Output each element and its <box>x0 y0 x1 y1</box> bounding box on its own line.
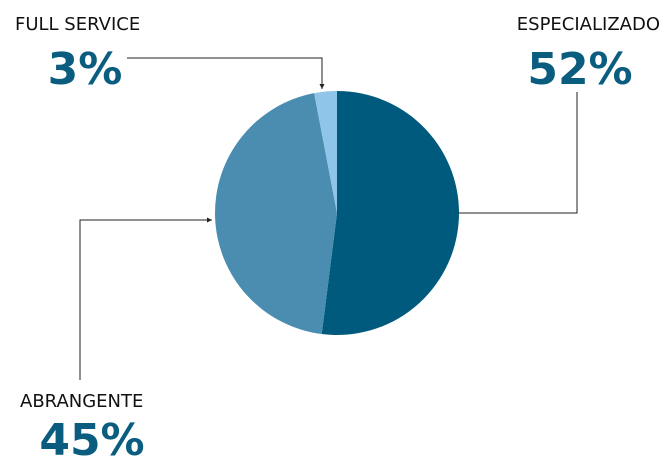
pie-slice <box>215 93 337 335</box>
pie-slice <box>314 91 337 213</box>
leader-line <box>458 92 578 214</box>
leader-line <box>79 217 212 380</box>
value-label: 3% <box>48 44 123 95</box>
pie-slice <box>321 91 460 335</box>
category-label: ESPECIALIZADO <box>517 14 660 35</box>
leader-line <box>127 57 325 89</box>
category-label: ABRANGENTE <box>20 391 143 412</box>
value-label: 45% <box>39 415 144 463</box>
category-label: FULL SERVICE <box>15 14 140 35</box>
value-label: 52% <box>527 44 632 95</box>
